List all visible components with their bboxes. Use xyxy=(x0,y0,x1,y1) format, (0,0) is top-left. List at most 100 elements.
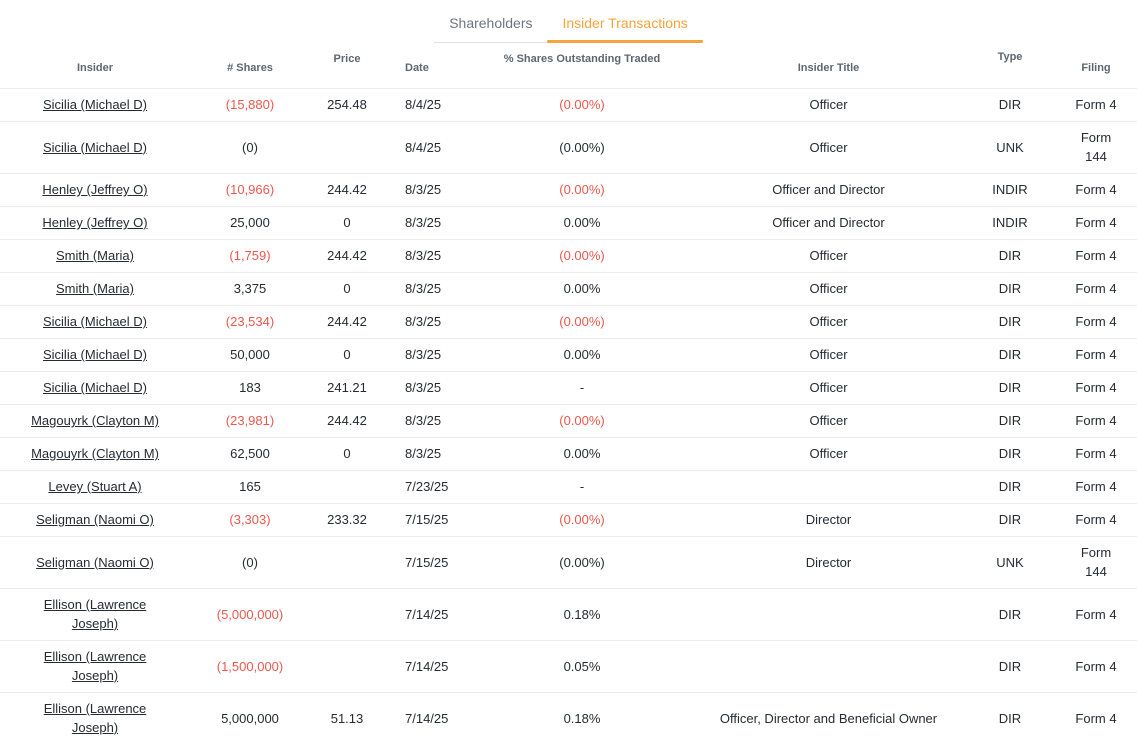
filing-value: Form 4 xyxy=(1075,444,1116,463)
type-value: DIR xyxy=(999,314,1021,329)
date-value: 7/14/25 xyxy=(405,711,448,726)
type-value: DIR xyxy=(999,607,1021,622)
table-row: Ellison (Lawrence Joseph) (5,000,000) 7/… xyxy=(0,589,1137,641)
table-row: Levey (Stuart A) 165 7/23/25 - DIR Form … xyxy=(0,471,1137,504)
pct-value: (0.00%) xyxy=(559,314,605,329)
insider-cell: Magouyrk (Clayton M) xyxy=(0,438,190,471)
price-cell xyxy=(310,537,384,589)
pct-shares-traded-cell: - xyxy=(472,372,692,405)
tab-shareholders[interactable]: Shareholders xyxy=(434,2,547,43)
insider-link[interactable]: Sicilia (Michael D) xyxy=(43,378,147,397)
date-cell: 8/3/25 xyxy=(384,405,472,438)
type-value: DIR xyxy=(999,248,1021,263)
insider-link[interactable]: Sicilia (Michael D) xyxy=(43,312,147,331)
insider-cell: Sicilia (Michael D) xyxy=(0,122,190,174)
price-cell: 241.21 xyxy=(310,372,384,405)
pct-shares-traded-cell: 0.00% xyxy=(472,339,692,372)
price-cell: 244.42 xyxy=(310,174,384,207)
table-row: Smith (Maria) 3,375 0 8/3/25 0.00% Offic… xyxy=(0,273,1137,306)
insider-link[interactable]: Henley (Jeffrey O) xyxy=(42,180,147,199)
column-header-shares-label: # Shares xyxy=(227,62,273,74)
insider-link[interactable]: Magouyrk (Clayton M) xyxy=(31,411,159,430)
price-cell: 0 xyxy=(310,207,384,240)
type-value: UNK xyxy=(996,555,1023,570)
insider-link[interactable]: Smith (Maria) xyxy=(56,279,134,298)
pct-shares-traded-cell: 0.00% xyxy=(472,438,692,471)
shares-cell: 62,500 xyxy=(190,438,310,471)
insider-link[interactable]: Smith (Maria) xyxy=(56,246,134,265)
shares-cell: (23,534) xyxy=(190,306,310,339)
column-header-date-label: Date xyxy=(405,62,429,74)
price-cell: 0 xyxy=(310,273,384,306)
shares-cell: (3,303) xyxy=(190,504,310,537)
table-row: Henley (Jeffrey O) (10,966) 244.42 8/3/2… xyxy=(0,174,1137,207)
insider-cell: Henley (Jeffrey O) xyxy=(0,207,190,240)
tab-insider-transactions[interactable]: Insider Transactions xyxy=(547,2,702,43)
price-value: 0 xyxy=(343,281,350,296)
insider-cell: Sicilia (Michael D) xyxy=(0,339,190,372)
filing-cell: Form 144 xyxy=(1055,122,1137,174)
insider-link[interactable]: Sicilia (Michael D) xyxy=(43,138,147,157)
insider-link[interactable]: Magouyrk (Clayton M) xyxy=(31,444,159,463)
insider-title-cell: Officer xyxy=(692,89,965,122)
filing-value: Form 4 xyxy=(1075,345,1116,364)
type-value: DIR xyxy=(999,347,1021,362)
price-cell: 244.42 xyxy=(310,306,384,339)
insider-title-value: Director xyxy=(806,553,852,572)
pct-shares-traded-cell: (0.00%) xyxy=(472,405,692,438)
insider-link[interactable]: Ellison (Lawrence Joseph) xyxy=(25,647,165,685)
insider-title-cell: Officer xyxy=(692,339,965,372)
insider-title-cell: Officer and Director xyxy=(692,174,965,207)
column-header-insider-title-label: Insider Title xyxy=(798,62,860,74)
insider-cell: Ellison (Lawrence Joseph) xyxy=(0,693,190,744)
date-cell: 8/3/25 xyxy=(384,306,472,339)
insider-link[interactable]: Seligman (Naomi O) xyxy=(36,510,154,529)
insider-link[interactable]: Levey (Stuart A) xyxy=(48,477,141,496)
insider-title-value: Officer xyxy=(809,378,847,397)
insider-link[interactable]: Ellison (Lawrence Joseph) xyxy=(25,595,165,633)
pct-value: 0.18% xyxy=(564,607,601,622)
filing-value: Form 4 xyxy=(1075,213,1116,232)
date-value: 8/3/25 xyxy=(405,215,441,230)
insider-title-value: Officer and Director xyxy=(772,180,884,199)
insider-link[interactable]: Ellison (Lawrence Joseph) xyxy=(25,699,165,737)
filing-cell: Form 4 xyxy=(1055,641,1137,693)
filing-value: Form 4 xyxy=(1075,180,1116,199)
insider-link[interactable]: Seligman (Naomi O) xyxy=(36,553,154,572)
type-cell: DIR xyxy=(965,589,1055,641)
insider-title-value: Officer xyxy=(809,138,847,157)
date-value: 8/3/25 xyxy=(405,446,441,461)
filing-cell: Form 4 xyxy=(1055,339,1137,372)
pct-shares-traded-cell: 0.00% xyxy=(472,273,692,306)
price-cell xyxy=(310,122,384,174)
type-cell: DIR xyxy=(965,438,1055,471)
type-value: DIR xyxy=(999,659,1021,674)
insider-cell: Magouyrk (Clayton M) xyxy=(0,405,190,438)
date-cell: 8/3/25 xyxy=(384,207,472,240)
shares-value: (23,534) xyxy=(226,314,274,329)
column-header-shares: # Shares xyxy=(190,44,310,89)
insider-link[interactable]: Henley (Jeffrey O) xyxy=(42,213,147,232)
pct-shares-traded-cell: (0.00%) xyxy=(472,122,692,174)
table-header-row: Insider # Shares Price Date % Shares Out… xyxy=(0,44,1137,89)
filing-value: Form 4 xyxy=(1075,477,1116,496)
price-cell: 0 xyxy=(310,438,384,471)
type-cell: DIR xyxy=(965,240,1055,273)
price-cell: 244.42 xyxy=(310,405,384,438)
table-row: Sicilia (Michael D) (23,534) 244.42 8/3/… xyxy=(0,306,1137,339)
insider-cell: Seligman (Naomi O) xyxy=(0,537,190,589)
price-value: 241.21 xyxy=(327,380,367,395)
filing-cell: Form 4 xyxy=(1055,372,1137,405)
insider-title-cell: Officer xyxy=(692,122,965,174)
insider-link[interactable]: Sicilia (Michael D) xyxy=(43,95,147,114)
price-cell: 233.32 xyxy=(310,504,384,537)
insider-link[interactable]: Sicilia (Michael D) xyxy=(43,345,147,364)
filing-cell: Form 144 xyxy=(1055,537,1137,589)
shares-value: (23,981) xyxy=(226,413,274,428)
pct-value: (0.00%) xyxy=(559,413,605,428)
insider-title-cell: Officer xyxy=(692,306,965,339)
column-header-filing-label: Filing xyxy=(1081,62,1110,74)
insider-title-value: Officer xyxy=(809,95,847,114)
filing-cell: Form 4 xyxy=(1055,438,1137,471)
shares-cell: 165 xyxy=(190,471,310,504)
